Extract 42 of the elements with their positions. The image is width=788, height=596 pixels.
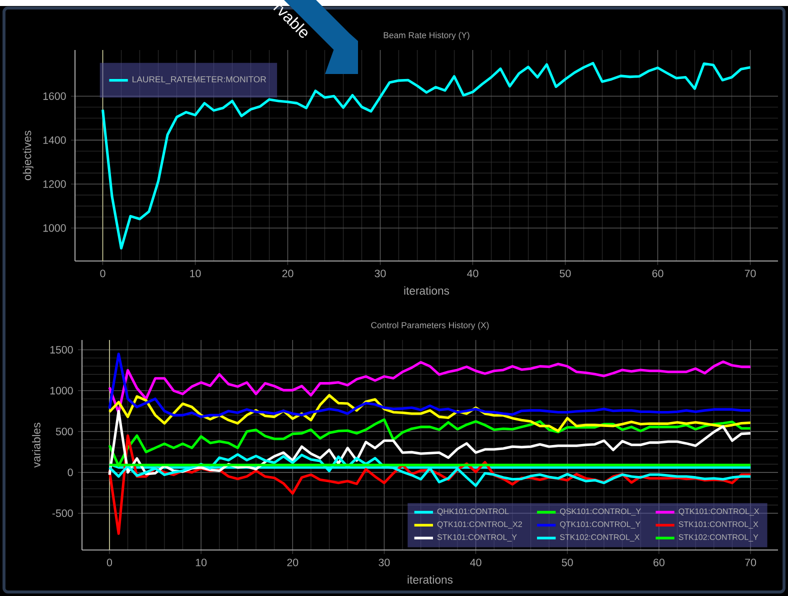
x-tick-label: 0 — [100, 270, 106, 278]
chart-title: Control Parameters History (X) — [371, 322, 489, 330]
x-tick-label: 50 — [562, 558, 573, 566]
legend-label: QHK101:CONTROL — [437, 508, 509, 516]
line-series — [101, 62, 752, 250]
y-tick-label: 1200 — [43, 180, 66, 188]
y-tick-label: 500 — [56, 428, 73, 436]
y-tick-label: 1000 — [43, 224, 66, 232]
x-tick-label: 50 — [560, 270, 571, 278]
legend-label: QTK101:CONTROL_X2 — [437, 521, 522, 529]
legend-label: STK102:CONTROL_Y — [678, 534, 758, 542]
x-tick-label: 30 — [374, 270, 386, 278]
legend-label: QSK101:CONTROL_Y — [560, 508, 641, 516]
legend-label: QTK101:CONTROL_X — [678, 508, 760, 516]
y-tick-label: 1600 — [43, 92, 66, 100]
y-tick-label: 1000 — [50, 386, 73, 394]
legend-label: STK101:CONTROL_Y — [437, 534, 517, 542]
x-tick-label: 30 — [378, 558, 390, 566]
legend-label: QTK101:CONTROL_Y — [560, 521, 640, 529]
legend-label: STK101:CONTROL_X — [678, 521, 758, 529]
legend-label: STK102:CONTROL_X — [560, 534, 640, 542]
x-axis-title: iterations — [408, 575, 453, 584]
y-tick-label: 1400 — [43, 136, 66, 144]
legend-label: LAUREL_RATEMETER:MONITOR — [132, 76, 266, 84]
x-tick-label: 10 — [196, 558, 207, 566]
x-tick-label: 70 — [744, 270, 756, 278]
x-tick-label: 60 — [654, 558, 664, 566]
y-tick-label: 1500 — [50, 346, 73, 354]
chart-title: Beam Rate History (Y) — [384, 32, 470, 40]
y-axis-title: variables — [32, 422, 40, 468]
y-tick-label: -500 — [52, 509, 73, 518]
x-tick-label: 0 — [106, 558, 112, 566]
x-tick-label: 60 — [652, 270, 664, 278]
y-axis-title: objectives — [22, 130, 34, 180]
x-tick-label: 10 — [190, 270, 201, 278]
y-tick-label: 0 — [68, 468, 73, 476]
x-tick-label: 40 — [467, 270, 478, 278]
x-tick-label: 70 — [745, 558, 756, 566]
x-tick-label: 40 — [470, 558, 482, 566]
x-tick-label: 20 — [282, 270, 294, 278]
x-tick-label: 20 — [287, 558, 298, 566]
x-axis-title: iterations — [404, 286, 450, 295]
